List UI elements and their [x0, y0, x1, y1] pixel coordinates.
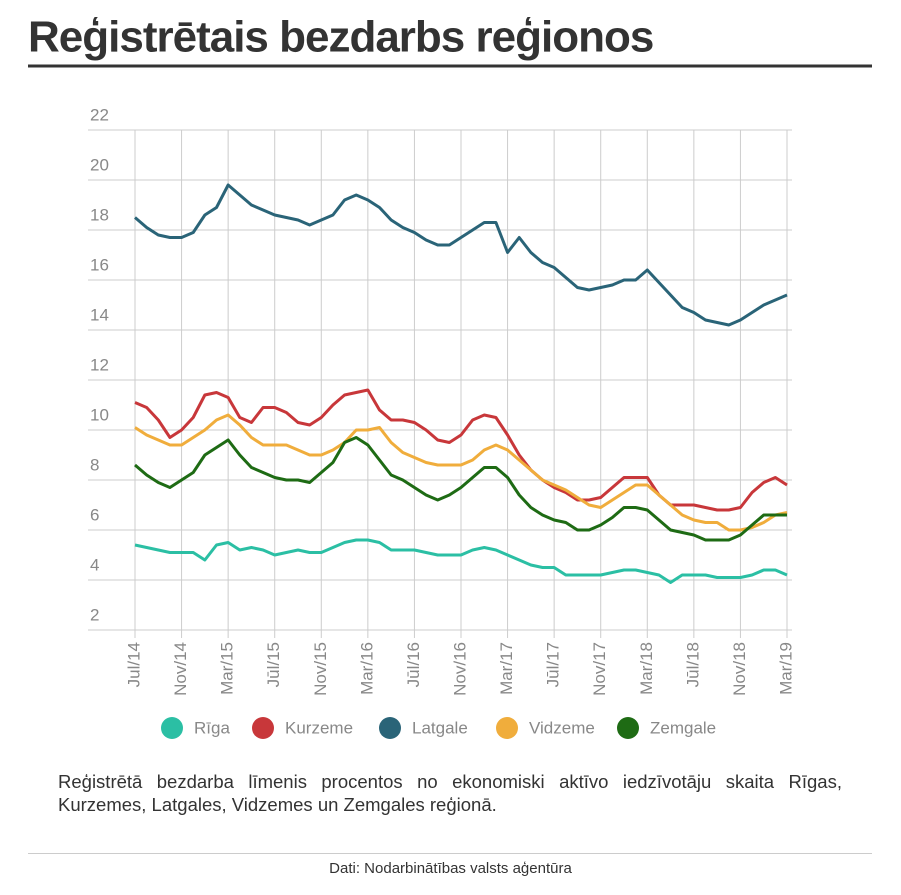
x-tick-label: Jūl/18	[683, 642, 702, 687]
x-tick-label: Nov/16	[450, 642, 469, 696]
series-line	[134, 183, 788, 327]
y-tick-label: 2	[90, 605, 99, 624]
y-tick-label: 22	[90, 105, 109, 124]
legend-swatch	[617, 717, 639, 739]
chart-title: Reģistrētais bezdarbs reģionos	[28, 13, 653, 62]
x-tick-label: Mar/18	[637, 642, 656, 695]
legend-label: Zemgale	[650, 718, 716, 737]
x-tick-label: Mar/17	[497, 642, 516, 695]
x-tick-label: Nov/18	[730, 642, 749, 696]
x-tick-label: Jūl/17	[544, 642, 563, 687]
x-tick-label: Nov/17	[590, 642, 609, 696]
x-tick-label: Mar/15	[218, 642, 237, 695]
legend-swatch	[252, 717, 274, 739]
y-tick-label: 4	[90, 555, 99, 574]
y-tick-label: 12	[90, 355, 109, 374]
x-tick-label: Mar/19	[776, 642, 795, 695]
legend-swatch	[161, 717, 183, 739]
x-tick-label: Nov/15	[311, 642, 330, 696]
legend-swatch	[496, 717, 518, 739]
legend-label: Latgale	[412, 718, 468, 737]
x-tick-label: Nov/14	[171, 642, 190, 696]
legend-label: Kurzeme	[285, 718, 353, 737]
x-tick-label: Mar/16	[357, 642, 376, 695]
y-tick-label: 14	[90, 305, 109, 324]
source: Dati: Nodarbinātības valsts aģentūra	[329, 860, 572, 877]
series-line	[134, 538, 788, 584]
legend-swatch	[379, 717, 401, 739]
series-line	[134, 436, 787, 542]
y-tick-label: 6	[90, 505, 99, 524]
x-tick-label: Jūl/16	[404, 642, 423, 687]
series-line	[134, 413, 788, 532]
y-tick-label: 10	[90, 405, 109, 424]
chart: Reģistrētais bezdarbs reģionos 2 4 6 8 10 12 1…	[28, 13, 872, 739]
legend-label: Vidzeme	[529, 718, 595, 737]
separator	[28, 853, 872, 854]
y-tick-label: 8	[90, 455, 99, 474]
legend-label: Rīga	[194, 718, 230, 737]
series-line	[134, 388, 788, 512]
caption: Reģistrētā bezdarba līmenis procentos no…	[58, 771, 842, 815]
y-tick-label: 16	[90, 255, 109, 274]
x-tick-label: Jul/14	[124, 642, 143, 687]
y-tick-label: 20	[90, 155, 109, 174]
x-tick-label: Jūl/15	[264, 642, 283, 687]
y-tick-label: 18	[90, 205, 109, 224]
